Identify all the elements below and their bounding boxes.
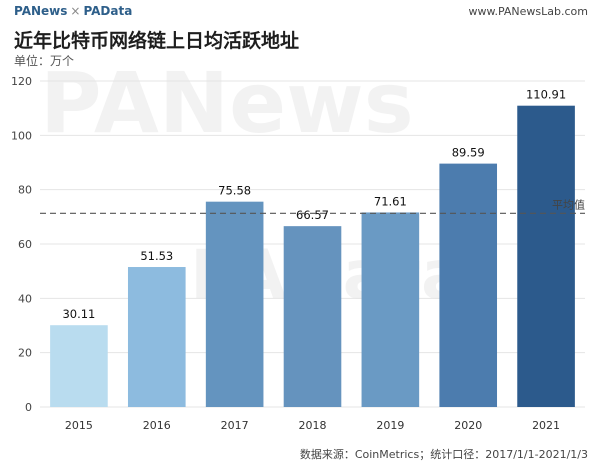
average-line-label: 平均值 [552, 198, 585, 211]
panews-logo: PANews [14, 4, 68, 18]
x-tick-label: 2016 [143, 419, 171, 432]
unit-label: 单位：万个 [14, 54, 75, 68]
reference-line-group: 平均值 [40, 198, 585, 214]
y-tick-label: 20 [18, 347, 32, 360]
bar [283, 226, 342, 407]
value-label: 71.61 [374, 194, 407, 208]
y-tick-label: 100 [11, 129, 32, 142]
bar [127, 267, 186, 407]
value-label: 66.57 [296, 208, 329, 222]
chart-title: 近年比特币网络链上日均活跃地址 [14, 30, 300, 52]
padata-logo: PAData [83, 4, 133, 18]
value-label: 30.11 [62, 307, 95, 321]
brand-logos: PANews × PAData [14, 4, 132, 18]
bar [439, 163, 498, 407]
bar [361, 212, 420, 407]
x-tick-label: 2018 [299, 419, 327, 432]
source-note: 数据来源：CoinMetrics；统计口径：2017/1/1-2021/1/3 [299, 448, 588, 461]
value-label: 89.59 [452, 146, 485, 160]
bar [205, 201, 264, 407]
y-tick-label: 40 [18, 292, 32, 305]
brand-separator: × [70, 4, 81, 18]
value-label: 110.91 [526, 88, 566, 102]
bar [50, 325, 108, 407]
value-label: 51.53 [140, 249, 173, 263]
x-tick-label: 2021 [532, 419, 560, 432]
site-url: www.PANewsLab.com [468, 5, 589, 18]
y-axis: 0 20 40 60 80 100 120 [11, 75, 32, 414]
bars: 30.11 51.53 75.58 66.57 71.61 89.59 110.91 [50, 88, 575, 407]
watermark: PANews [40, 70, 414, 152]
header-bar: PANews × PAData www.PANewsLab.com [0, 0, 600, 22]
x-tick-label: 2017 [221, 419, 249, 432]
x-tick-label: 2019 [376, 419, 404, 432]
x-tick-label: 2020 [454, 419, 482, 432]
y-tick-label: 80 [18, 184, 32, 197]
x-axis: 2015 2016 2017 2018 2019 2020 2021 [65, 419, 560, 432]
bar [517, 105, 575, 407]
y-tick-label: 0 [25, 401, 32, 414]
x-tick-label: 2015 [65, 419, 93, 432]
y-tick-label: 120 [11, 75, 32, 88]
value-label: 75.58 [218, 184, 251, 198]
y-tick-label: 60 [18, 238, 32, 251]
